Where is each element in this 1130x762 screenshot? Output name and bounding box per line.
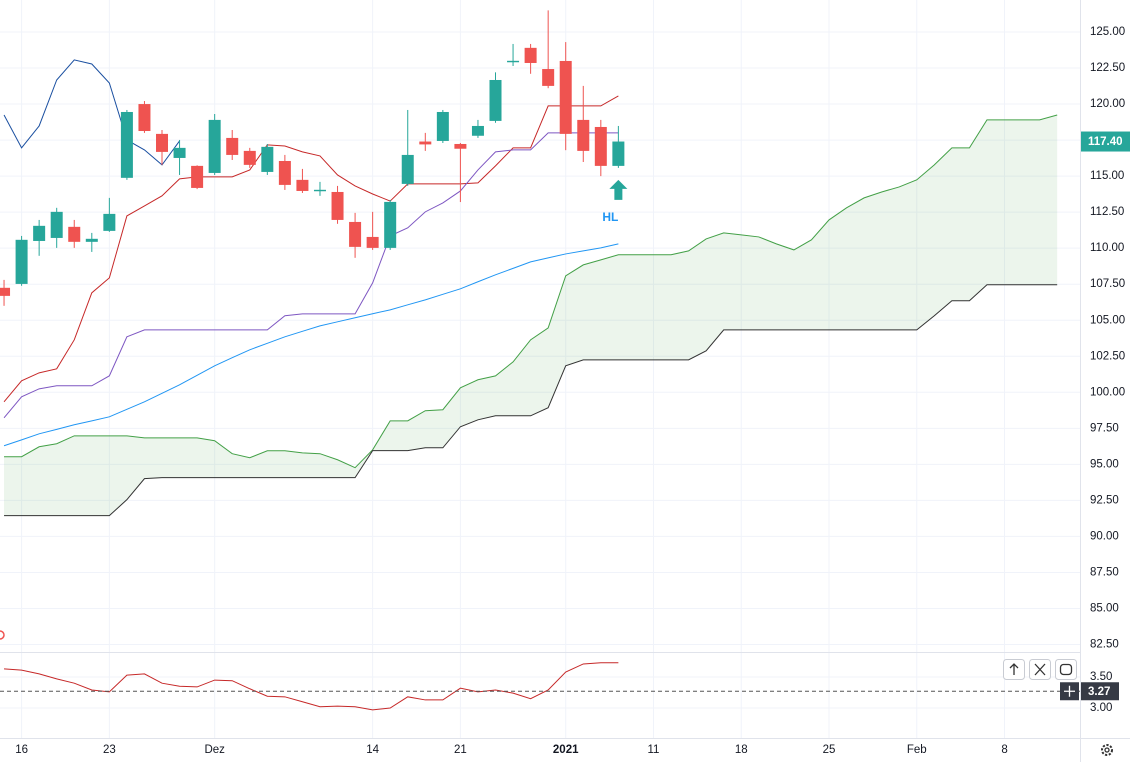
indicator-marker — [0, 630, 5, 640]
candle-body — [471, 125, 484, 136]
value-label: 3.27 — [1088, 686, 1110, 698]
move-up-button[interactable] — [1003, 659, 1025, 680]
candle-body — [612, 141, 625, 166]
price-label-bg — [1081, 131, 1130, 152]
series-line — [3, 59, 180, 166]
candle-body — [507, 60, 520, 63]
candle-body — [68, 226, 81, 242]
y-tick-label: 87.50 — [1090, 566, 1119, 578]
y-tick-label: 105.00 — [1090, 314, 1125, 326]
series-line — [3, 95, 619, 403]
y-tick-label: 95.00 — [1090, 458, 1119, 470]
series-line — [3, 132, 619, 419]
candle-body — [384, 201, 397, 248]
candle-body — [366, 236, 379, 248]
plot-layer: HL — [0, 0, 1080, 738]
candle-body — [243, 150, 256, 165]
candle-body — [313, 189, 326, 192]
candle-body — [577, 119, 590, 151]
candle-body — [208, 119, 221, 173]
y-tick-label: 82.50 — [1090, 639, 1119, 651]
candle-body — [85, 238, 98, 242]
y-tick-label: 97.50 — [1090, 422, 1119, 434]
y-tick-label: 3.00 — [1090, 702, 1112, 714]
y-tick-label: 3.50 — [1090, 671, 1112, 683]
candle-body — [173, 147, 186, 158]
series-line — [4, 284, 1058, 517]
x-tick-label: 11 — [647, 744, 659, 756]
candle-body — [436, 111, 449, 141]
x-tick-label: 18 — [735, 744, 748, 756]
candle-body — [261, 146, 274, 172]
y-tick-label: 115.00 — [1090, 170, 1124, 182]
x-tick-label: 2021 — [553, 744, 579, 756]
candle-body — [226, 137, 239, 155]
candle-body — [296, 179, 309, 191]
candle-body — [524, 47, 537, 63]
crosshair-plus — [1064, 685, 1075, 697]
annotation: HL — [602, 210, 618, 224]
y-tick-label: 112.50 — [1090, 206, 1124, 218]
y-tick-label: 120.00 — [1090, 98, 1125, 110]
series-line — [3, 243, 619, 447]
y-tick-label: 85.00 — [1090, 603, 1119, 615]
candle-body — [454, 143, 467, 149]
settings-button[interactable] — [1101, 744, 1113, 756]
x-tick-label: 8 — [1001, 744, 1007, 756]
y-tick-label: 102.50 — [1090, 350, 1125, 362]
candle-body — [542, 69, 555, 86]
candle-body — [594, 126, 607, 166]
maximize-pane-button[interactable] — [1055, 659, 1077, 680]
candle-body — [15, 239, 28, 284]
y-tick-label: 110.00 — [1090, 242, 1124, 254]
x-tick-label: 21 — [454, 744, 467, 756]
x-tick-label: 16 — [15, 744, 28, 756]
series-line — [4, 114, 1058, 469]
candle-body — [120, 111, 133, 178]
y-tick-label: 100.00 — [1090, 386, 1125, 398]
candle-body — [0, 287, 11, 296]
candle-body — [419, 141, 432, 145]
candle-body — [559, 60, 572, 134]
y-tick-label: 90.00 — [1090, 530, 1119, 542]
candle-body — [331, 191, 344, 220]
y-tick-label: 125.00 — [1090, 26, 1125, 38]
y-tick-label: 92.50 — [1090, 494, 1119, 506]
candle-body — [33, 225, 46, 241]
close-pane-button[interactable] — [1029, 659, 1051, 680]
x-tick-label: Feb — [907, 744, 927, 756]
candle-body — [489, 79, 502, 121]
candle-body — [278, 160, 291, 185]
x-tick-label: Dez — [204, 744, 225, 756]
y-tick-label: 107.50 — [1090, 278, 1125, 290]
candle-body — [191, 165, 204, 188]
candle-body — [401, 154, 414, 184]
candle-body — [103, 213, 116, 231]
candle-body — [349, 221, 362, 247]
x-tick-label: 14 — [366, 744, 379, 756]
value-label-bg — [1081, 682, 1119, 701]
price-label: 117.40 — [1088, 136, 1123, 148]
cloud-area — [4, 115, 1058, 516]
candle-body — [138, 104, 151, 132]
x-tick-label: 25 — [823, 744, 836, 756]
candle-body — [50, 211, 63, 238]
signal-arrow — [609, 179, 628, 200]
candle-body — [156, 133, 169, 152]
y-tick-label: 122.50 — [1090, 62, 1125, 74]
x-tick-label: 23 — [103, 744, 116, 756]
